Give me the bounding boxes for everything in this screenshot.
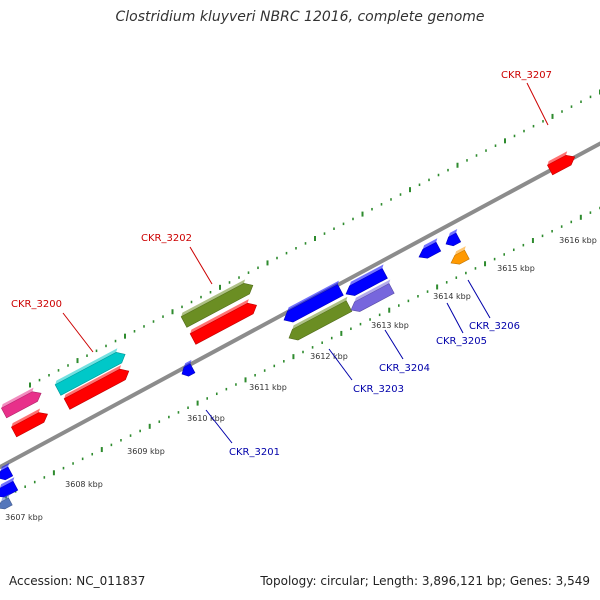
tick-label-kbp: 3608 kbp xyxy=(65,480,103,489)
gene-ckr-3203 xyxy=(288,296,353,341)
gene-ckr-3202 xyxy=(180,279,254,328)
gene-ckr-3205-body xyxy=(418,241,442,259)
tick-label-kbp: 3609 kbp xyxy=(127,447,165,456)
gene-reverse-blue-4-top xyxy=(0,462,10,471)
gene-reverse-steel xyxy=(0,493,13,510)
tick-label-kbp: 3613 kbp xyxy=(371,321,409,330)
gene-reverse-blue-5 xyxy=(0,477,19,498)
gene-ckr-3206-top xyxy=(454,246,466,256)
gene-forward-red-3-top xyxy=(190,299,249,334)
tick-label-kbp: 3612 kbp xyxy=(310,352,348,361)
gene-ckr-3207-top xyxy=(547,151,568,166)
ckr-3204-leader xyxy=(384,329,404,360)
gene-reverse-blue-3 xyxy=(445,228,462,247)
gene-reverse-blue-3-body xyxy=(445,232,462,247)
ckr-3206-leader xyxy=(467,279,491,319)
accession-text: Accession: NC_011837 xyxy=(9,574,146,588)
gene-ckr-3202-top xyxy=(181,279,246,317)
gene-ckr-3203-top xyxy=(292,296,348,330)
gene-reverse-blue-1-top xyxy=(287,280,339,312)
ckr-3203-label: CKR_3203 xyxy=(353,384,404,395)
tick-label-kbp: 3610 kbp xyxy=(187,414,225,423)
tick-label-kbp: 3614 kbp xyxy=(433,292,471,301)
ckr-3202-leader xyxy=(189,246,213,285)
gene-reverse-blue-2 xyxy=(345,264,388,296)
gene-ckr-3200-body xyxy=(54,351,126,396)
gene-ckr-3204-top xyxy=(354,279,391,302)
gene-forward-magenta xyxy=(1,387,42,419)
gene-ckr-3206-body xyxy=(450,249,470,265)
gene-ckr-3205 xyxy=(418,238,442,259)
map-title: Clostridium kluyveri NBRC 12016, complet… xyxy=(115,9,485,25)
gene-ckr-3204-body xyxy=(350,283,395,312)
tick-label-kbp: 3615 kbp xyxy=(497,264,535,273)
gene-ckr-3201-body xyxy=(181,363,196,377)
ckr-3200-leader xyxy=(62,312,94,353)
outer-tick-row xyxy=(29,89,600,388)
gene-forward-magenta-top xyxy=(1,387,34,409)
gene-reverse-blue-5-body xyxy=(0,480,19,498)
gene-forward-red-1-body xyxy=(11,412,48,438)
gene-ckr-3204 xyxy=(350,279,395,312)
ckr-3203-leader xyxy=(328,348,353,381)
gene-reverse-blue-2-top xyxy=(349,264,384,286)
ckr-3200-label: CKR_3200 xyxy=(11,299,62,310)
tick-label-kbp: 3607 kbp xyxy=(5,513,43,522)
ckr-3207-leader xyxy=(526,82,549,126)
gene-ckr-3207 xyxy=(547,151,576,176)
gene-reverse-blue-4-body xyxy=(0,466,14,481)
gene-reverse-blue-5-top xyxy=(0,477,15,489)
ckr-3205-leader xyxy=(446,302,464,334)
ckr-3201-label: CKR_3201 xyxy=(229,447,280,458)
tick-label-kbp: 3611 kbp xyxy=(249,383,287,392)
gene-ckr-3201-top xyxy=(183,359,192,368)
ckr-3205-label: CKR_3205 xyxy=(436,336,487,347)
gene-reverse-blue-1 xyxy=(283,280,344,323)
gene-ckr-3205-top xyxy=(422,238,438,250)
gene-reverse-blue-4 xyxy=(0,462,14,481)
ckr-3206-label: CKR_3206 xyxy=(469,321,520,332)
gene-reverse-blue-3-top xyxy=(448,228,458,237)
genome-summary-text: Topology: circular; Length: 3,896,121 bp… xyxy=(260,574,590,588)
gene-forward-red-3 xyxy=(189,299,257,345)
gene-reverse-steel-top xyxy=(1,493,10,502)
gene-forward-red-2-top xyxy=(64,365,122,399)
gene-forward-red-3-body xyxy=(189,302,257,345)
ckr-3204-label: CKR_3204 xyxy=(379,363,430,374)
ckr-3202-label: CKR_3202 xyxy=(141,233,192,244)
ckr-3207-label: CKR_3207 xyxy=(501,70,552,81)
gene-forward-red-1 xyxy=(11,408,48,438)
gene-forward-red-1-top xyxy=(11,408,41,428)
gene-ckr-3203-body xyxy=(288,300,353,341)
gene-ckr-3206 xyxy=(450,246,470,265)
gene-ckr-3207-body xyxy=(547,154,576,176)
gene-ckr-3200 xyxy=(54,348,126,396)
ckr-3201-leader xyxy=(205,409,233,444)
tick-label-kbp: 3616 kbp xyxy=(559,236,597,245)
gene-forward-red-2 xyxy=(63,365,130,410)
gene-ckr-3200-top xyxy=(55,348,118,385)
gene-ckr-3201 xyxy=(181,359,196,377)
inner-tick-row xyxy=(5,206,600,499)
